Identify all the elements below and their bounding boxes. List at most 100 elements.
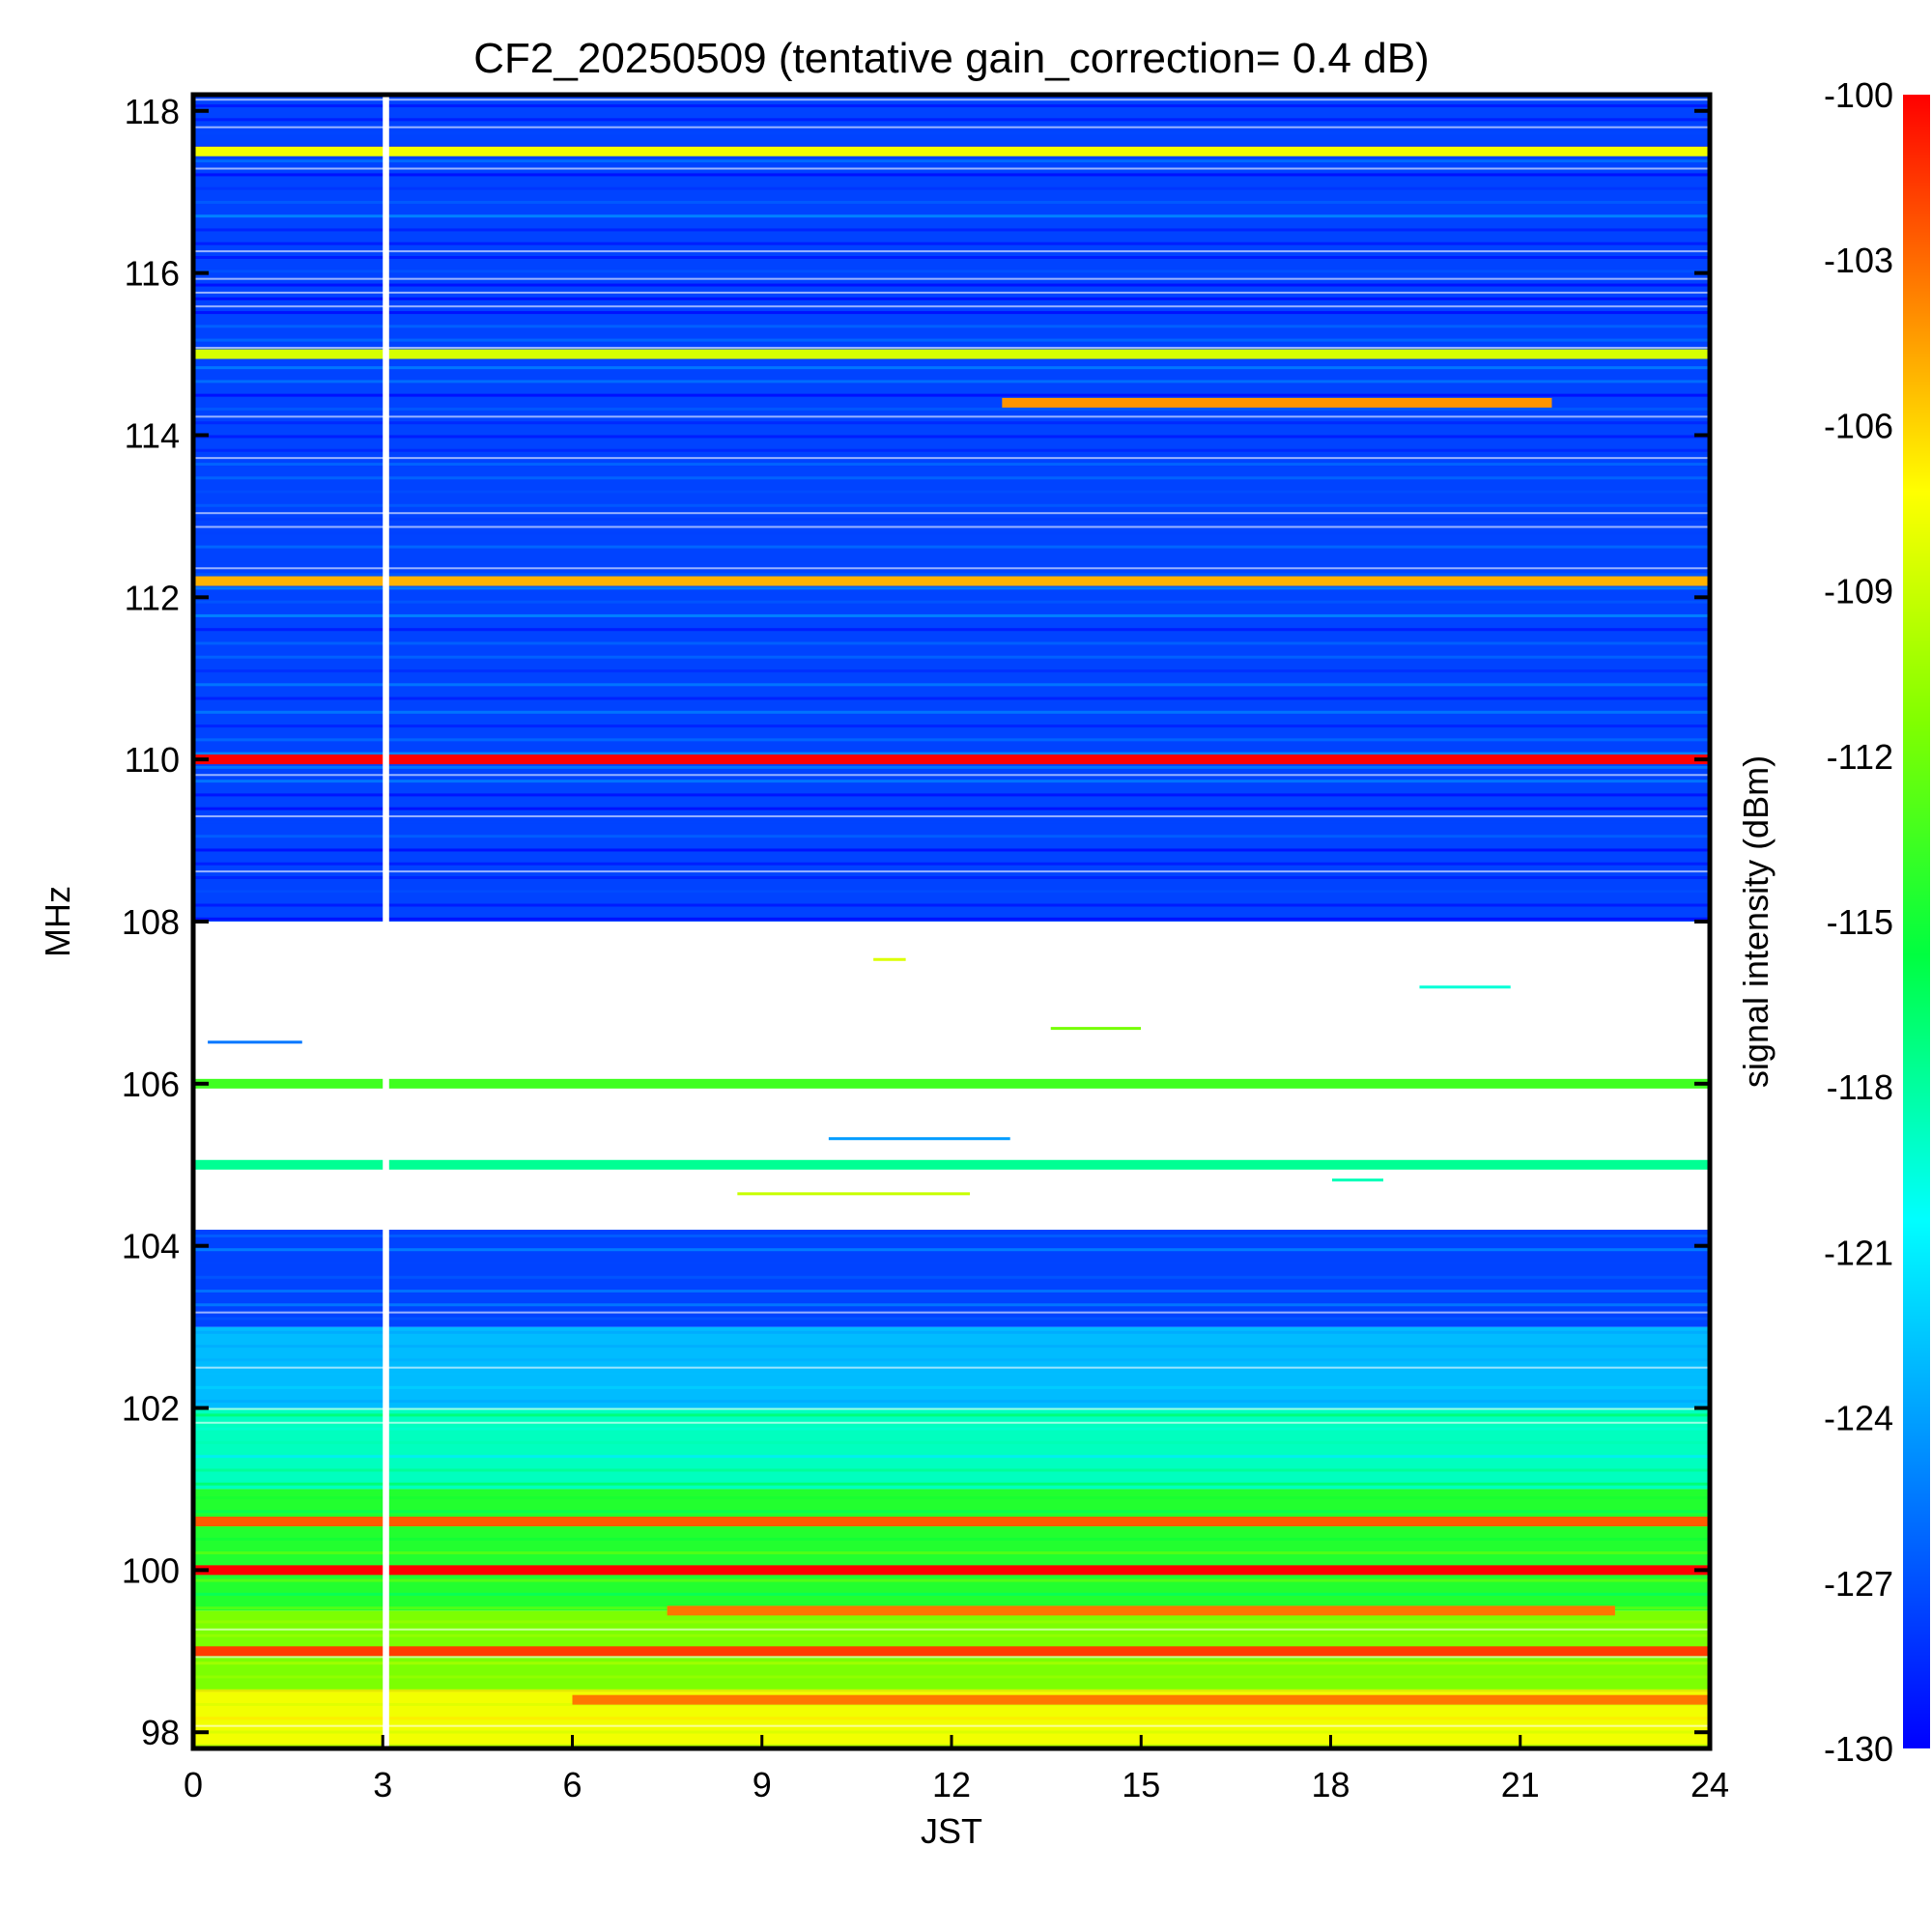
- y-axis: 98 100 102 104 106 108 110 112 114 116 118: [122, 92, 1710, 1752]
- noise-row: [193, 1675, 1710, 1679]
- noise-row: [193, 738, 1710, 742]
- noise-row: [193, 1427, 1710, 1431]
- signal-band: [193, 576, 1710, 586]
- colorbar-tick-label: -100: [1824, 75, 1893, 115]
- signal-band: [193, 1078, 1710, 1089]
- background-level: [193, 1489, 1710, 1611]
- gap-row: [193, 774, 1710, 777]
- noise-row: [193, 1372, 1710, 1376]
- noise-row: [193, 1468, 1710, 1472]
- noise-row: [193, 338, 1710, 342]
- noise-row: [193, 311, 1710, 315]
- noise-row: [193, 1537, 1710, 1541]
- y-tick-label: 100: [122, 1550, 180, 1590]
- noise-row: [193, 297, 1710, 300]
- gap-row: [193, 277, 1710, 280]
- noise-row: [193, 490, 1710, 494]
- noise-row: [1050, 1027, 1141, 1031]
- chart-title: CF2_20250509 (tentative gain_correction=…: [473, 35, 1429, 82]
- noise-row: [193, 586, 1710, 590]
- noise-row: [193, 270, 1710, 273]
- gap-row: [193, 305, 1710, 308]
- noise-row: [193, 463, 1710, 467]
- noise-row: [193, 186, 1710, 190]
- colorbar-tick-label: -118: [1827, 1067, 1893, 1107]
- noise-row: [193, 613, 1710, 617]
- x-tick-label: 18: [1311, 1765, 1350, 1804]
- noise-row: [193, 325, 1710, 328]
- noise-row: [193, 173, 1710, 177]
- background-level: [193, 1407, 1710, 1490]
- noise-row: [193, 131, 1710, 135]
- colorbar: [1903, 95, 1930, 1748]
- noise-row: [193, 876, 1710, 880]
- noise-row: [737, 1192, 970, 1196]
- gap-row: [193, 1656, 1710, 1659]
- noise-row: [193, 421, 1710, 425]
- noise-row: [193, 1662, 1710, 1665]
- noise-row: [193, 1330, 1710, 1334]
- gap-row: [193, 167, 1710, 170]
- noise-row: [193, 1413, 1710, 1417]
- noise-row: [193, 283, 1710, 287]
- noise-row: [193, 641, 1710, 645]
- noise-row: [193, 1358, 1710, 1362]
- gap-row: [193, 346, 1710, 349]
- noise-row: [193, 1482, 1710, 1486]
- noise-row: [828, 1137, 1010, 1141]
- gap-row: [193, 567, 1710, 570]
- gap-row: [193, 415, 1710, 418]
- noise-row: [193, 214, 1710, 218]
- noise-row: [193, 503, 1710, 507]
- noise-row: [193, 1262, 1710, 1265]
- noise-row: [208, 1040, 302, 1044]
- noise-row: [193, 242, 1710, 245]
- noise-row: [193, 1248, 1710, 1252]
- noise-row: [193, 1290, 1710, 1293]
- gap-row: [193, 1421, 1710, 1424]
- noise-row: [193, 669, 1710, 673]
- x-tick-label: 15: [1122, 1765, 1160, 1804]
- gap-row: [193, 512, 1710, 515]
- noise-row: [193, 835, 1710, 838]
- noise-row: [193, 448, 1710, 452]
- colorbar-tick-label: -127: [1824, 1564, 1893, 1604]
- noise-row: [193, 1510, 1710, 1514]
- x-tick-label: 24: [1690, 1765, 1729, 1804]
- gap-row: [193, 815, 1710, 818]
- noise-row: [193, 1385, 1710, 1389]
- noise-row: [193, 1578, 1710, 1582]
- y-tick-label: 104: [122, 1227, 180, 1266]
- signal-band: [667, 1605, 1615, 1616]
- noise-row: [193, 848, 1710, 852]
- gap-row: [193, 291, 1710, 294]
- x-tick-label: 0: [184, 1765, 203, 1804]
- noise-row: [193, 683, 1710, 687]
- gap-row: [193, 99, 1710, 101]
- noise-row: [193, 765, 1710, 769]
- noise-row: [193, 545, 1710, 549]
- colorbar-tick-label: -112: [1827, 737, 1893, 777]
- signal-band: [1002, 397, 1552, 408]
- gap-row: [193, 1311, 1710, 1314]
- noise-row: [193, 256, 1710, 260]
- noise-row: [193, 393, 1710, 397]
- background-level: [193, 922, 1710, 1230]
- noise-row: [193, 118, 1710, 122]
- noise-row: [193, 1634, 1710, 1637]
- noise-row: [193, 558, 1710, 562]
- noise-row: [193, 655, 1710, 659]
- gap-row: [193, 457, 1710, 460]
- signal-band: [193, 1646, 1710, 1657]
- noise-row: [193, 1730, 1710, 1734]
- background-level: [193, 95, 1710, 922]
- signal-band: [193, 1159, 1710, 1170]
- x-tick-label: 6: [562, 1765, 582, 1804]
- x-tick-label: 3: [373, 1765, 392, 1804]
- noise-row: [193, 435, 1710, 439]
- signal-band: [193, 146, 1710, 156]
- noise-row: [193, 1303, 1710, 1307]
- noise-row: [193, 1455, 1710, 1459]
- y-tick-label: 118: [125, 92, 180, 131]
